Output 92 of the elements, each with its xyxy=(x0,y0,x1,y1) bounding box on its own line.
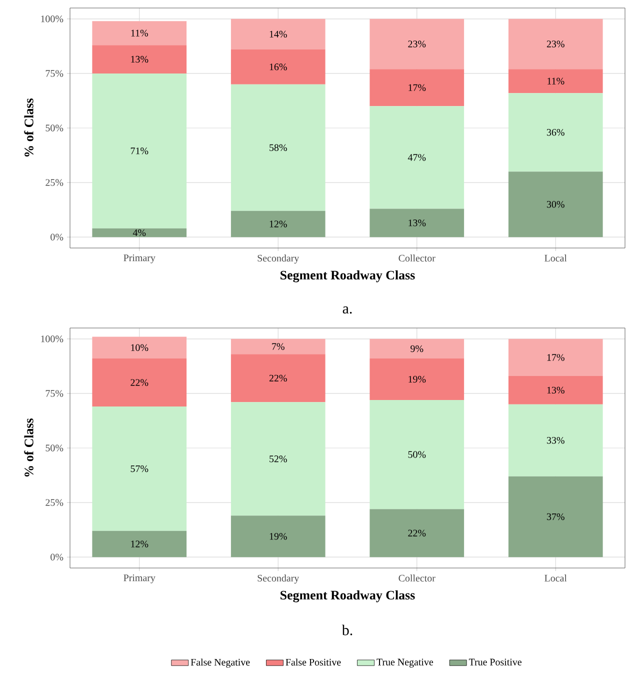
x-tick-label: Primary xyxy=(124,574,156,584)
data-label: 57% xyxy=(130,465,148,472)
x-tick-label: Collector xyxy=(398,254,436,262)
y-tick-label: 75% xyxy=(46,70,64,77)
y-tick-label: 0% xyxy=(50,554,64,560)
text: a. xyxy=(342,306,352,314)
data-label: 11% xyxy=(548,78,564,84)
bar xyxy=(230,516,326,558)
data-label: 23% xyxy=(408,40,426,48)
bar xyxy=(370,400,464,510)
bar xyxy=(230,338,326,354)
data-label: 22% xyxy=(130,379,148,386)
y-axis-title: % of Class xyxy=(24,98,34,157)
bar xyxy=(230,354,326,402)
bar xyxy=(92,336,187,359)
y-tick-label: 50% xyxy=(46,124,64,132)
y-tick-label: 100% xyxy=(41,336,64,342)
bar xyxy=(508,172,603,238)
data-label: 4% xyxy=(132,229,146,236)
bar xyxy=(92,73,187,228)
bar xyxy=(508,338,603,376)
bar xyxy=(370,18,464,70)
bar xyxy=(508,476,603,558)
bar xyxy=(92,21,187,46)
bar xyxy=(508,18,603,70)
y-tick-label: 100% xyxy=(41,16,64,22)
data-label: 17% xyxy=(408,84,426,92)
data-label: 19% xyxy=(408,376,426,383)
bar xyxy=(508,404,603,476)
data-label: 19% xyxy=(270,532,287,540)
bar xyxy=(92,406,187,531)
bar xyxy=(370,358,464,400)
legend-label: False Positive xyxy=(286,658,341,666)
data-label: 52% xyxy=(270,456,287,462)
bar xyxy=(370,338,464,359)
bar xyxy=(92,358,187,407)
data-label: 23% xyxy=(546,40,564,48)
bar xyxy=(370,69,464,106)
bar xyxy=(508,69,603,94)
x-tick-label: Secondary xyxy=(258,574,300,584)
y-tick-label: 0% xyxy=(50,234,64,240)
bar xyxy=(370,106,464,209)
bar xyxy=(508,93,603,172)
text: b. xyxy=(342,624,352,636)
y-tick-label: 25% xyxy=(46,179,64,186)
bar xyxy=(230,402,326,516)
data-label: 47% xyxy=(408,154,426,161)
y-axis-title: % of Class xyxy=(24,418,34,477)
data-label: 58% xyxy=(270,144,287,152)
data-label: 7% xyxy=(272,343,284,350)
data-label: 13% xyxy=(408,220,426,226)
bar xyxy=(230,84,326,211)
data-label: 71% xyxy=(130,148,148,154)
legend-label: True Positive xyxy=(468,658,522,666)
y-tick-label: 75% xyxy=(46,390,64,397)
x-axis-title: Segment Roadway Class xyxy=(280,270,415,282)
x-axis-title: Segment Roadway Class xyxy=(280,590,415,602)
data-label: 14% xyxy=(270,30,287,38)
data-label: 50% xyxy=(408,451,426,458)
x-tick-label: Primary xyxy=(124,254,156,264)
bar xyxy=(92,530,187,558)
legend-label: False Negative xyxy=(190,658,250,668)
bar xyxy=(230,49,326,84)
bar xyxy=(370,509,464,558)
data-label: 11% xyxy=(131,30,148,36)
data-label: 37% xyxy=(546,513,564,520)
data-label: 10% xyxy=(131,344,148,352)
x-tick-label: Collector xyxy=(398,574,436,582)
bar xyxy=(508,376,603,404)
legend-label: True Negative xyxy=(376,658,434,668)
bar xyxy=(370,208,464,238)
bar xyxy=(92,228,187,238)
data-label: 16% xyxy=(270,64,287,70)
y-tick-label: 25% xyxy=(46,499,64,506)
data-label: 13% xyxy=(547,386,564,394)
data-label: 22% xyxy=(408,530,426,536)
x-tick-label: Local xyxy=(544,574,567,582)
data-label: 22% xyxy=(269,374,287,382)
data-label: 36% xyxy=(546,128,564,136)
data-label: 17% xyxy=(547,354,564,361)
data-label: 12% xyxy=(270,220,287,228)
data-label: 12% xyxy=(131,540,148,548)
bar xyxy=(230,18,326,50)
bar xyxy=(92,45,187,74)
y-tick-label: 50% xyxy=(46,444,64,452)
x-tick-label: Local xyxy=(544,254,567,262)
data-label: 33% xyxy=(546,436,564,444)
data-label: 9% xyxy=(410,345,424,352)
data-label: 13% xyxy=(131,56,148,63)
data-label: 30% xyxy=(546,200,564,208)
x-tick-label: Secondary xyxy=(258,254,300,264)
bar xyxy=(230,210,326,238)
